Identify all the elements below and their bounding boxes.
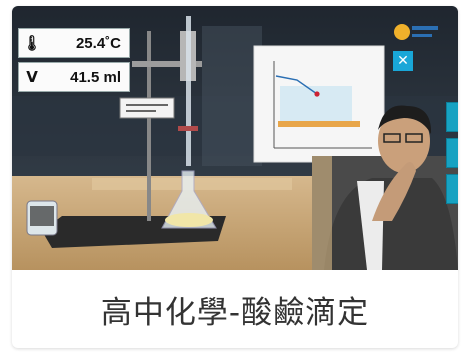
close-icon: ✕ [397,53,409,69]
temperature-value: 25.4˚C [75,34,121,52]
side-tool-button-1[interactable] [446,102,458,132]
burette-label [119,97,175,119]
side-tool-button-3[interactable] [446,174,458,204]
thermometer-icon: 🌡 [22,34,42,52]
presenter [312,105,458,270]
ph-graph-panel [253,45,385,163]
burette [186,16,191,166]
temperature-readout: 🌡 25.4˚C [18,28,130,58]
channel-logo [392,21,440,46]
video-card[interactable]: 🌡 25.4˚C V 41.5 ml ✕ 高中化學-酸鹼滴定 [12,6,458,348]
volume-readout: V 41.5 ml [18,62,130,92]
volume-value: 41.5 ml [70,68,121,86]
volume-symbol: V [26,68,38,86]
video-thumbnail[interactable]: 🌡 25.4˚C V 41.5 ml ✕ [12,6,458,270]
erlenmeyer-flask [161,170,217,229]
side-tool-button-2[interactable] [446,138,458,168]
close-graph-button[interactable]: ✕ [393,51,413,71]
lab-scene [12,6,458,270]
video-title[interactable]: 高中化學-酸鹼滴定 [100,294,370,331]
logo-icon [394,24,438,40]
ring-stand-rod [147,31,151,221]
